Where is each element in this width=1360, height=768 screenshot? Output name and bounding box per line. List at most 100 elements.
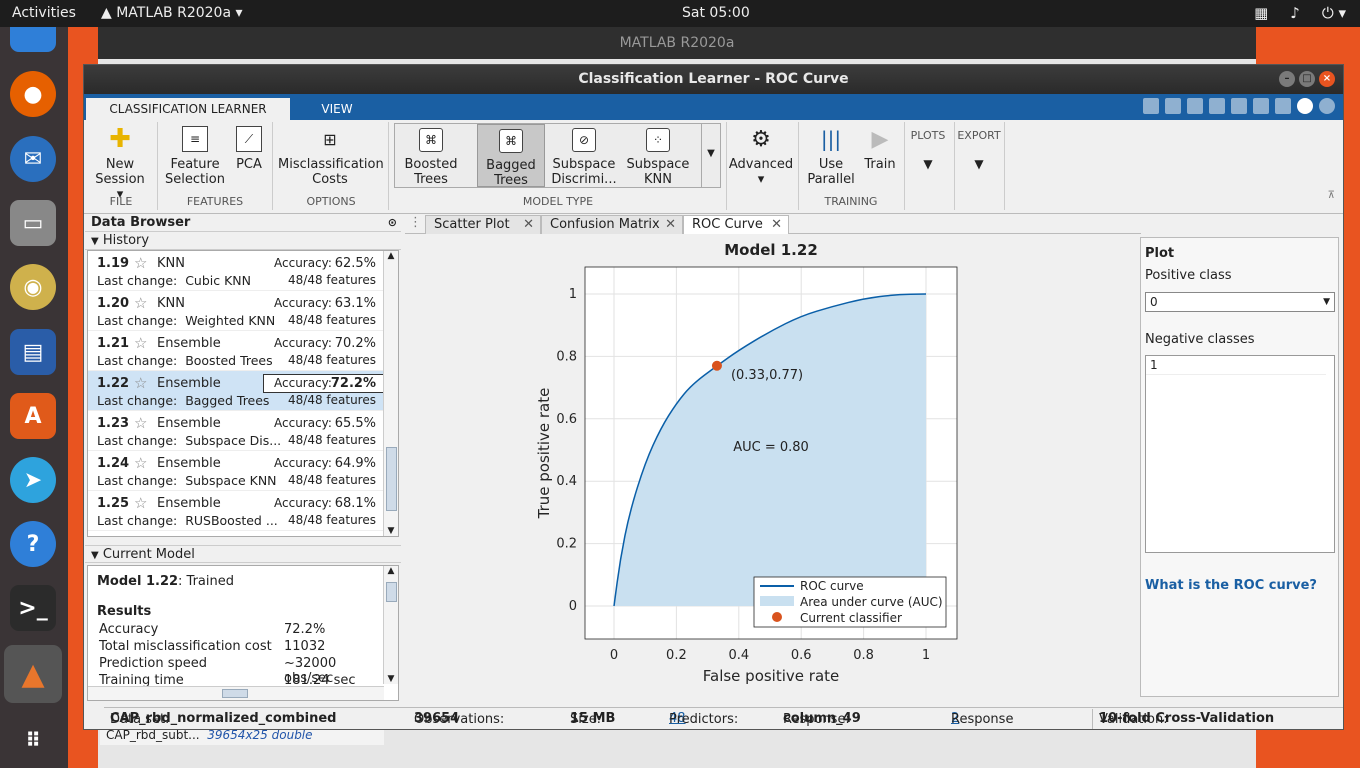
dataset-label: Data set: [110, 712, 170, 727]
star-icon[interactable]: ☆ [134, 414, 148, 432]
misclassification-costs-button[interactable]: ⊞ Misclassification Costs [278, 126, 384, 187]
roc-chart[interactable]: 0 0.2 0.4 0.6 0.8 1 0 0.2 0.4 0.6 0.8 1 False positi… [405, 235, 1141, 704]
firefox-icon[interactable]: ● [10, 71, 56, 117]
options-icon[interactable] [1319, 98, 1335, 114]
history-item[interactable]: 1.21 ☆ Ensemble Accuracy: 70.2% Last change: … [88, 331, 384, 371]
volume-icon[interactable]: ♪ [1290, 4, 1300, 22]
keyboard-icon[interactable]: ▦ [1254, 4, 1269, 22]
app-menu[interactable]: ▲ MATLAB R2020a ▾ [101, 5, 243, 21]
scroll-down-icon[interactable]: ▼ [387, 526, 395, 536]
star-icon[interactable]: ☆ [134, 294, 148, 312]
val-label: Validation: [1099, 712, 1168, 727]
copy-icon[interactable] [1187, 98, 1203, 114]
history-item[interactable]: 1.24 ☆ Ensemble Accuracy: 64.9% Last change: … [88, 451, 384, 491]
thunderbird-icon[interactable]: ✉ [10, 136, 56, 182]
star-icon[interactable]: ☆ [134, 454, 148, 472]
star-icon[interactable]: ☆ [134, 334, 148, 352]
files-icon[interactable]: ▭ [10, 200, 56, 246]
history-scrollbar[interactable]: ▲ ▼ [383, 251, 398, 536]
drag-handle-icon[interactable]: ⋮ [409, 215, 422, 230]
redo-icon[interactable] [1253, 98, 1269, 114]
paste-icon[interactable] [1209, 98, 1225, 114]
last-change-value: Subspace KNN [185, 473, 277, 488]
scroll-up-icon[interactable]: ▲ [387, 566, 395, 576]
model-number: 1.21 [97, 336, 130, 351]
gallery-expand-button[interactable]: ▼ [701, 124, 720, 187]
history-header[interactable]: ▼ History [85, 232, 401, 250]
feature-selection-button[interactable]: ≡ Feature Selection [162, 126, 228, 187]
help-icon[interactable]: ? [10, 521, 56, 567]
current-model-scrollbar[interactable]: ▲ ▼ [383, 566, 398, 684]
clock[interactable]: Sat 05:00 [682, 5, 750, 21]
telegram-icon[interactable]: ➤ [10, 457, 56, 503]
train-button[interactable]: ▶ Train [860, 126, 900, 172]
star-icon[interactable]: ☆ [134, 254, 148, 272]
history-item[interactable]: 1.20 ☆ KNN Accuracy: 63.1% Last change: Weigh… [88, 291, 384, 331]
tab-confusion-matrix[interactable]: Confusion Matrix ✕ [541, 215, 683, 234]
activities-button[interactable]: Activities [12, 5, 76, 21]
cut-icon[interactable] [1165, 98, 1181, 114]
star-icon[interactable]: ☆ [134, 494, 148, 512]
subspace-knn-button[interactable]: ⁘ Subspace KNN [623, 124, 693, 187]
star-icon[interactable]: ☆ [134, 374, 148, 392]
bagged-trees-button[interactable]: ⌘ Bagged Trees [477, 124, 545, 188]
tab-view[interactable]: VIEW [321, 102, 353, 116]
close-tab-icon[interactable]: ✕ [665, 217, 676, 232]
window-titlebar[interactable]: Classification Learner - ROC Curve – □ × [84, 65, 1343, 94]
maximize-button[interactable]: □ [1299, 71, 1315, 87]
collapse-ribbon-icon[interactable]: ⊼ [1327, 190, 1335, 201]
history-item[interactable]: 1.19 ☆ KNN Accuracy: 62.5% Last change: Cubic… [88, 251, 384, 291]
close-tab-icon[interactable]: ✕ [523, 217, 534, 232]
apps-grid-icon[interactable]: ⠿ [25, 728, 41, 752]
scroll-down-icon[interactable]: ▼ [387, 674, 395, 684]
positive-class-select[interactable]: 0 ▼ [1145, 292, 1335, 312]
advanced-button[interactable]: ⚙ Advanced ▾ [728, 126, 794, 187]
history-item[interactable]: 1.22 ☆ Ensemble Accuracy: 72.2% Last change: … [88, 371, 384, 411]
tab-scatter-plot[interactable]: Scatter Plot ✕ [425, 215, 541, 234]
scroll-thumb[interactable] [386, 447, 397, 511]
tab-roc-curve[interactable]: ROC Curve ✕ [683, 215, 789, 234]
divider [272, 122, 273, 210]
response-classes-link[interactable]: 2 [951, 711, 960, 726]
system-tray[interactable]: ▦ ♪ ⏻ ▾ [1254, 4, 1346, 22]
new-session-button[interactable]: ✚ New Session ▾ [95, 123, 145, 203]
scroll-thumb[interactable] [222, 689, 248, 698]
chrome-icon[interactable] [10, 27, 56, 52]
plots-button[interactable]: PLOTS ▼ [906, 128, 950, 172]
rhythmbox-icon[interactable]: ◉ [10, 264, 56, 310]
negative-class-item[interactable]: 1 [1146, 356, 1326, 375]
list-icon: ≡ [182, 126, 208, 152]
help-button-icon[interactable] [1297, 98, 1313, 114]
use-parallel-button[interactable]: ||| Use Parallel [802, 126, 860, 188]
scroll-up-icon[interactable]: ▲ [387, 251, 395, 261]
minimize-button[interactable]: – [1279, 71, 1295, 87]
history-item[interactable]: 1.25 ☆ Ensemble Accuracy: 68.1% Last change: … [88, 491, 384, 531]
terminal-icon[interactable]: >_ [10, 585, 56, 631]
predictors-link[interactable]: 48 [669, 711, 686, 726]
close-tab-icon[interactable]: ✕ [771, 217, 782, 232]
save-icon[interactable] [1143, 98, 1159, 114]
undo-icon[interactable] [1231, 98, 1247, 114]
negative-classes-list[interactable]: 1 [1145, 355, 1335, 553]
subspace-discriminant-button[interactable]: ⊘ Subspace Discrimi... [547, 124, 621, 187]
close-button[interactable]: × [1319, 71, 1335, 87]
panel-menu-icon[interactable]: ⊙ [387, 216, 397, 229]
horizontal-scrollbar[interactable] [88, 686, 384, 700]
power-icon[interactable]: ⏻ ▾ [1321, 4, 1346, 22]
pca-button[interactable]: ⟋ PCA [232, 126, 266, 172]
boosted-trees-button[interactable]: ⌘ Boosted Trees [397, 124, 465, 187]
writer-icon[interactable]: ▤ [10, 329, 56, 375]
scroll-thumb[interactable] [386, 582, 397, 602]
matlab-dock-icon[interactable]: ▲ [4, 645, 62, 703]
workspace-variable[interactable]: CAP_rbd_subt... 39654x25 double [100, 725, 384, 745]
layout-icon[interactable] [1275, 98, 1291, 114]
export-button[interactable]: EXPORT ▼ [954, 128, 1004, 172]
software-icon[interactable]: A [10, 393, 56, 439]
size-value: 15 MB [570, 711, 616, 726]
roc-help-link[interactable]: What is the ROC curve? [1145, 578, 1317, 593]
status-response: Response: column_49 [783, 709, 861, 729]
history-item[interactable]: 1.23 ☆ Ensemble Accuracy: 65.5% Last change: … [88, 411, 384, 451]
current-model-header[interactable]: ▼ Current Model [85, 545, 401, 563]
tab-classification-learner[interactable]: CLASSIFICATION LEARNER [86, 98, 290, 120]
last-change-label: Last change: [97, 273, 178, 288]
